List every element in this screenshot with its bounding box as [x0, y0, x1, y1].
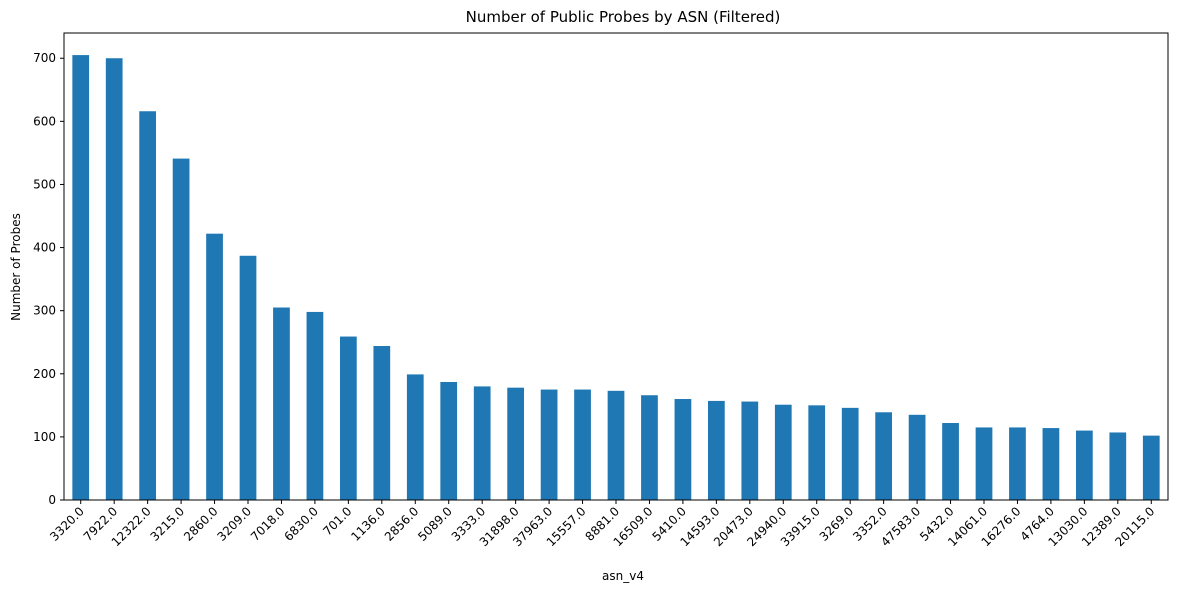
x-tick-label: 1136.0	[348, 504, 388, 544]
chart-title: Number of Public Probes by ASN (Filtered…	[466, 8, 781, 26]
bar	[1076, 430, 1093, 500]
bar	[808, 405, 826, 500]
bar	[373, 346, 391, 500]
bar	[741, 401, 759, 500]
bar	[273, 307, 290, 500]
y-tick-label: 400	[33, 241, 56, 255]
y-tick-label: 0	[48, 493, 56, 507]
y-axis-label: Number of Probes	[9, 213, 23, 321]
bar	[942, 423, 959, 500]
bar	[340, 336, 357, 500]
bar	[607, 390, 625, 500]
x-tick-label: 6830.0	[281, 504, 321, 544]
plot-frame	[63, 32, 1169, 501]
bar	[473, 386, 491, 500]
bar	[641, 395, 658, 500]
x-tick-label: 3215.0	[148, 504, 188, 544]
y-tick-label: 300	[33, 304, 56, 318]
bar	[172, 158, 190, 500]
bar	[105, 58, 123, 501]
bar	[540, 389, 558, 500]
bar	[1142, 435, 1160, 500]
y-tick-label: 100	[33, 430, 56, 444]
bar	[841, 407, 859, 500]
y-tick-label: 700	[33, 51, 56, 65]
x-tick-label: 3209.0	[215, 504, 255, 544]
bar	[239, 255, 257, 500]
x-axis-label: asn_v4	[602, 569, 644, 583]
bar	[1109, 432, 1127, 500]
bar	[440, 381, 458, 500]
x-tick-label: 3320.0	[47, 504, 87, 544]
bar	[507, 387, 524, 500]
bars-group	[72, 55, 1160, 501]
bar	[139, 111, 156, 500]
bar	[875, 412, 892, 500]
bar	[674, 399, 692, 500]
y-tick-label: 200	[33, 367, 56, 381]
y-tick-label: 600	[33, 114, 56, 128]
x-tick-label: 2860.0	[181, 504, 221, 544]
y-axis: 0 100 200 300 400 500 600 700	[33, 51, 64, 507]
x-tick-label: 3269.0	[817, 504, 857, 544]
y-tick-label: 500	[33, 177, 56, 191]
bar	[306, 311, 324, 500]
bar	[975, 427, 993, 500]
x-tick-label: 5089.0	[415, 504, 455, 544]
bar	[1009, 427, 1026, 500]
x-tick-label: 2856.0	[382, 504, 422, 544]
bar	[406, 374, 424, 500]
bar	[908, 414, 926, 500]
bar	[574, 389, 591, 500]
bar	[72, 55, 90, 501]
bar	[708, 400, 725, 500]
x-axis: 3320.07922.012322.03215.02860.03209.0701…	[47, 500, 1157, 549]
bar	[206, 233, 223, 500]
bar	[1042, 428, 1060, 500]
bar	[774, 404, 792, 500]
x-tick-label: 7018.0	[248, 504, 288, 544]
